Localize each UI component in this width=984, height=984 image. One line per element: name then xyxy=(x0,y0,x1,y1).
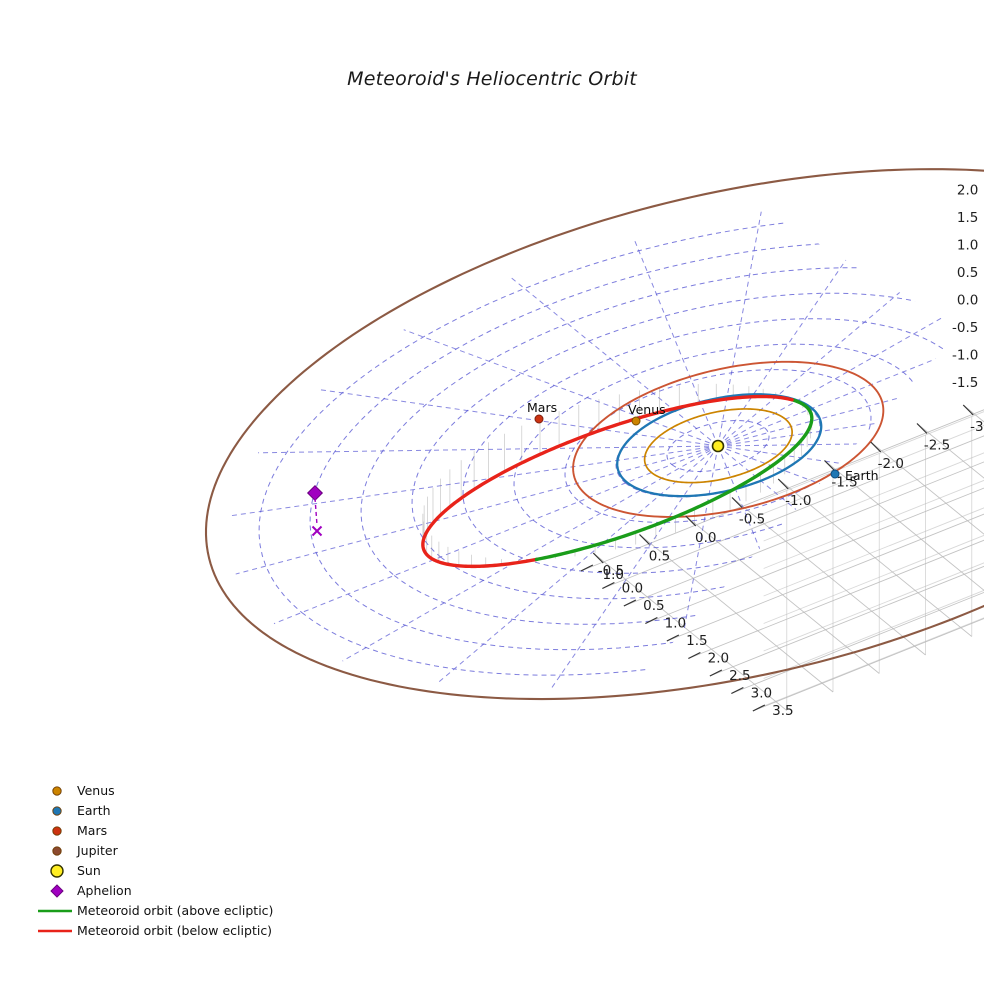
tick-label: 0.5 xyxy=(649,549,670,565)
sun-marker xyxy=(711,439,725,453)
tick-label: 0.5 xyxy=(643,598,664,614)
aphelion-drop-line xyxy=(314,497,318,526)
legend-label: Meteoroid orbit (below ecliptic) xyxy=(77,923,272,938)
tick-label: -1.5 xyxy=(831,475,857,491)
legend-item-jupiter[interactable]: Jupiter xyxy=(52,843,119,858)
page-title: Meteoroid's Heliocentric Orbit xyxy=(347,68,637,90)
earth-marker xyxy=(830,469,840,479)
venus-label: Venus xyxy=(628,402,666,417)
tick-label: 1.5 xyxy=(686,633,707,649)
tick-label: -3.0 xyxy=(970,419,984,435)
tick-label: -2.5 xyxy=(924,438,950,454)
aphelion-projection-x-icon xyxy=(311,525,323,537)
tick-label: 1.5 xyxy=(957,210,978,226)
legend-marker-swatch xyxy=(52,806,62,816)
tick-label: 1.0 xyxy=(957,238,978,254)
legend-item-venus[interactable]: Venus xyxy=(52,783,115,798)
tick-label: -1.0 xyxy=(952,348,978,364)
legend-marker-swatch xyxy=(52,846,62,856)
tick-label: 0.0 xyxy=(695,530,716,546)
legend-marker-swatch xyxy=(50,864,64,878)
legend-label: Venus xyxy=(77,783,115,798)
body-labels: Mars Venus Earth xyxy=(527,400,879,483)
tick-label: 0.0 xyxy=(622,581,643,597)
legend-item-mars[interactable]: Mars xyxy=(52,823,107,838)
tick-label: 0.5 xyxy=(957,265,978,281)
tick-label: 3.0 xyxy=(751,686,772,702)
legend-label: Mars xyxy=(77,823,107,838)
axis-ticks: -3.0-2.5-2.0-1.5-1.0-0.50.00.51.0-0.50.0… xyxy=(580,183,984,719)
tick-label: 2.5 xyxy=(729,668,750,684)
meteoroid-orbit xyxy=(421,394,814,569)
tick-label: 1.0 xyxy=(665,616,686,632)
tick-label: 2.0 xyxy=(957,183,978,199)
tick-label: -2.0 xyxy=(878,456,904,472)
tick-label: -0.5 xyxy=(952,320,978,336)
venus-marker xyxy=(631,416,641,426)
legend-label: Meteoroid orbit (above ecliptic) xyxy=(77,903,273,918)
legend-item-sun[interactable]: Sun xyxy=(50,863,101,878)
axes-panes xyxy=(570,396,984,720)
legend-item-earth[interactable]: Earth xyxy=(52,803,111,818)
legend-marker-swatch xyxy=(52,786,62,796)
tick-label: 1.0 xyxy=(603,567,624,583)
legend-marker-swatch xyxy=(52,826,62,836)
legend-item-aphelion[interactable]: Aphelion xyxy=(50,883,132,898)
tick-label: -1.0 xyxy=(785,493,811,509)
legend-label: Sun xyxy=(77,863,101,878)
legend-item-meteoroid-orbit-below-ecliptic[interactable]: Meteoroid orbit (below ecliptic) xyxy=(38,923,272,938)
legend-diamond-swatch xyxy=(50,884,64,898)
tick-label: -0.5 xyxy=(598,563,624,579)
mars-marker xyxy=(534,414,544,424)
tick-label: -0.5 xyxy=(739,512,765,528)
earth-label: Earth xyxy=(845,468,879,483)
tick-label: 3.5 xyxy=(772,703,793,719)
legend: Venus Earth Mars Jupiter Sun Aphelion Meteoroi… xyxy=(38,783,273,938)
legend-item-meteoroid-orbit-above-ecliptic[interactable]: Meteoroid orbit (above ecliptic) xyxy=(38,903,273,918)
tick-label: 2.0 xyxy=(708,651,729,667)
body-markers xyxy=(306,414,840,537)
tick-label: -1.5 xyxy=(952,375,978,391)
tick-label: 0.0 xyxy=(957,293,978,309)
legend-label: Jupiter xyxy=(76,843,119,858)
legend-label: Aphelion xyxy=(77,883,132,898)
mars-label: Mars xyxy=(527,400,557,415)
legend-label: Earth xyxy=(77,803,111,818)
